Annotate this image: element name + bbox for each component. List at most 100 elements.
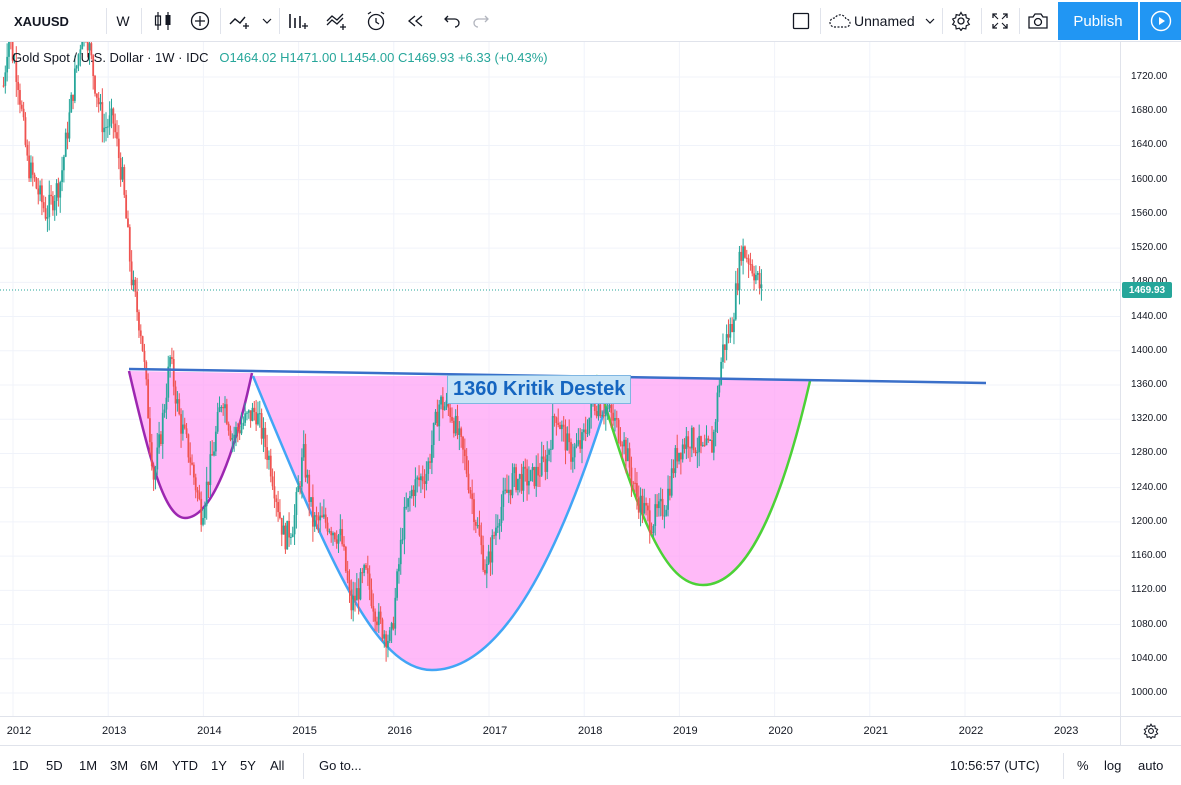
candle-body [614, 418, 616, 421]
symbol-search[interactable]: XAUUSD [14, 13, 69, 29]
candle-body [513, 467, 516, 474]
auto-toggle[interactable]: auto [1138, 758, 1164, 773]
price-axis[interactable]: 1720.00 1680.00 1640.00 1600.00 1560.00 1520.… [1120, 42, 1181, 716]
candle-body [246, 412, 248, 414]
candle-body [209, 454, 212, 486]
range-button-1y[interactable]: 1Y [211, 758, 227, 773]
replay-icon[interactable] [399, 0, 431, 42]
candle-body [542, 456, 545, 459]
candle-body [518, 474, 521, 479]
price-tick-label: 1480.00 [1131, 276, 1167, 287]
candle-body [511, 473, 514, 496]
candle-body [277, 502, 279, 513]
candle-body [75, 65, 78, 69]
candle-body [502, 490, 505, 507]
candle-body [363, 565, 366, 573]
range-button-5y[interactable]: 5Y [240, 758, 256, 773]
layout-name[interactable]: Unnamed [854, 13, 915, 29]
play-icon[interactable] [1140, 2, 1181, 40]
time-axis[interactable]: 2012 2013 2014 2015 2016 2017 2018 2019 2020 2021… [0, 716, 1120, 745]
camera-icon[interactable] [1022, 0, 1054, 42]
candle-body [225, 404, 228, 424]
candle-body [57, 183, 60, 198]
candle-body [37, 188, 40, 195]
range-button-ytd[interactable]: YTD [172, 758, 198, 773]
candle-body [734, 283, 737, 320]
candle-body [187, 434, 190, 458]
alert-clock-icon[interactable] [359, 0, 393, 42]
templates-icon[interactable] [321, 0, 353, 42]
candle-body [703, 444, 706, 446]
gear-icon [1143, 723, 1159, 739]
price-tick-label: 1640.00 [1131, 139, 1168, 151]
range-button-6m[interactable]: 6M [140, 758, 159, 773]
candle-body [570, 442, 572, 462]
candle-body [606, 408, 609, 410]
utc-clock[interactable]: 10:56:57 (UTC) [950, 758, 1040, 773]
candle-body [584, 429, 587, 434]
time-tick-label: 2012 [6, 725, 32, 737]
support-annotation[interactable]: 1360 Kritik Destek [447, 375, 632, 404]
goto-button[interactable]: Go to... [319, 758, 362, 773]
publish-button[interactable]: Publish [1058, 2, 1138, 40]
redo-icon[interactable] [466, 0, 496, 42]
candle-body [350, 589, 353, 611]
candle-body [390, 623, 393, 631]
candle-body [718, 384, 721, 393]
candle-body [88, 43, 91, 51]
range-button-5d[interactable]: 5D [46, 758, 63, 773]
candle-body [70, 94, 73, 113]
time-tick-label: 2013 [101, 725, 127, 737]
log-toggle[interactable]: log [1104, 758, 1122, 773]
gear-icon[interactable] [945, 0, 977, 42]
axis-settings-corner[interactable] [1120, 716, 1181, 745]
candle-body [128, 227, 131, 262]
fullscreen-icon[interactable] [984, 0, 1016, 42]
candle-body [95, 93, 98, 98]
indicators-icon[interactable] [183, 0, 217, 42]
candle-body [491, 535, 494, 563]
candle-body [359, 572, 362, 600]
candle-body [262, 427, 265, 439]
top-toolbar: XAUUSD W Unnamed [0, 0, 1181, 42]
price-chart[interactable] [0, 42, 1120, 716]
candle-body [258, 413, 261, 415]
range-button-1m[interactable]: 1M [79, 758, 98, 773]
percent-toggle[interactable]: % [1077, 758, 1089, 773]
undo-icon[interactable] [436, 0, 468, 42]
candle-body [326, 522, 329, 532]
candle-body [125, 194, 128, 219]
financials-icon[interactable] [283, 0, 315, 42]
chevron-down-icon[interactable] [920, 0, 940, 42]
candle-body [288, 520, 290, 538]
range-button-3m[interactable]: 3M [110, 758, 129, 773]
candle-body [90, 43, 93, 56]
candle-body [670, 468, 673, 496]
candle-body [114, 123, 117, 133]
price-tick-label: 1280.00 [1131, 447, 1168, 459]
layout-square-icon[interactable] [786, 0, 816, 42]
candle-body [79, 49, 82, 55]
candle-body [139, 330, 142, 337]
range-button-all[interactable]: All [270, 758, 285, 773]
candle-body [628, 448, 631, 468]
candle-body [440, 396, 442, 405]
range-button-1d[interactable]: 1D [12, 758, 29, 773]
candle-body [579, 440, 582, 449]
chart-pane[interactable]: Gold Spot / U.S. Dollar · 1W · IDC O1464… [0, 42, 1120, 716]
candle-body [593, 402, 596, 411]
candle-body [280, 517, 283, 535]
interval-button[interactable]: W [116, 13, 130, 29]
candle-body [150, 442, 153, 467]
candles-icon[interactable] [146, 0, 180, 42]
chevron-down-icon[interactable] [256, 0, 278, 42]
candle-body [509, 489, 512, 496]
candle-body [443, 406, 446, 411]
candle-body [328, 531, 331, 533]
candle-body [456, 415, 459, 435]
compare-icon[interactable] [224, 0, 256, 42]
candle-body [370, 589, 373, 606]
candle-body [630, 467, 633, 483]
candle-body [366, 568, 369, 574]
candle-body [192, 464, 195, 478]
